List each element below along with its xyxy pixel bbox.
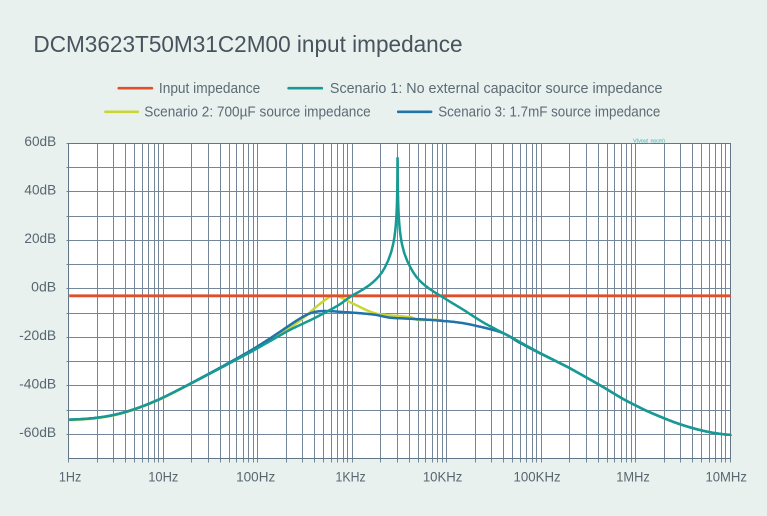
svg-text:1MHz: 1MHz [616, 470, 650, 485]
svg-text:V(vout_nocm): V(vout_nocm) [633, 139, 665, 145]
svg-text:-20dB: -20dB [19, 328, 56, 343]
svg-text:60dB: 60dB [24, 134, 56, 149]
svg-text:-60dB: -60dB [19, 425, 56, 440]
svg-text:10Hz: 10Hz [148, 470, 178, 485]
svg-text:1Hz: 1Hz [59, 470, 81, 485]
svg-text:20dB: 20dB [24, 231, 56, 246]
svg-text:Scenario 3: 1.7mF source imped: Scenario 3: 1.7mF source impedance [438, 104, 660, 121]
svg-text:0dB: 0dB [31, 280, 56, 295]
svg-text:Scenario 2: 700µF source imped: Scenario 2: 700µF source impedance [144, 104, 370, 121]
svg-text:1KHz: 1KHz [336, 470, 366, 485]
svg-text:10MHz: 10MHz [705, 470, 747, 485]
svg-text:100KHz: 100KHz [514, 470, 561, 485]
svg-text:40dB: 40dB [24, 183, 56, 198]
svg-text:Input impedance: Input impedance [159, 80, 260, 97]
svg-text:DCM3623T50M31C2M00 input imped: DCM3623T50M31C2M00 input impedance [33, 31, 462, 57]
svg-text:10KHz: 10KHz [423, 470, 463, 485]
svg-text:Scenario 1: No external capaci: Scenario 1: No external capacitor source… [330, 80, 663, 97]
svg-text:-40dB: -40dB [19, 377, 56, 392]
svg-text:100Hz: 100Hz [236, 470, 275, 485]
